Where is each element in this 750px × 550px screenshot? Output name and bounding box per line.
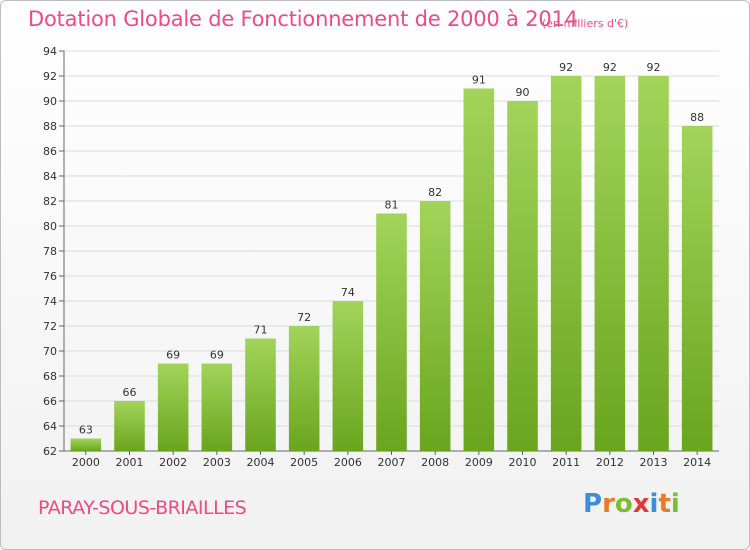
data-label: 88 [690, 111, 704, 124]
x-tick-label: 2014 [683, 456, 711, 469]
bar [70, 438, 102, 451]
x-tick-label: 2013 [640, 456, 668, 469]
logo-letter: P [583, 489, 603, 519]
logo-letter: x [632, 489, 650, 519]
y-tick-label: 90 [43, 95, 57, 108]
x-tick-label: 2006 [334, 456, 362, 469]
x-tick-label: 2007 [378, 456, 406, 469]
bars [70, 76, 713, 451]
y-tick-label: 66 [43, 395, 57, 408]
x-tick-label: 2003 [203, 456, 231, 469]
data-label: 69 [210, 349, 224, 362]
logo-letter: o [614, 489, 633, 519]
bar [550, 76, 582, 451]
chart-subtitle: (en milliers d'€) [542, 17, 629, 30]
x-tick-label: 2001 [116, 456, 144, 469]
bar [157, 363, 189, 451]
y-tick-label: 76 [43, 270, 57, 283]
bar [288, 326, 320, 451]
data-label: 91 [472, 74, 486, 87]
bar [376, 213, 407, 451]
data-label: 82 [428, 186, 442, 199]
y-tick-label: 68 [43, 370, 57, 383]
x-tick-label: 2000 [72, 456, 100, 469]
data-label: 92 [603, 61, 617, 74]
data-label: 71 [254, 324, 268, 337]
y-tick-label: 84 [43, 170, 57, 183]
y-tick-label: 88 [43, 120, 57, 133]
data-label: 66 [123, 386, 137, 399]
data-label: 69 [166, 349, 180, 362]
logo-letter: t [658, 489, 671, 519]
y-tick-label: 74 [43, 295, 57, 308]
bar [332, 301, 364, 451]
y-tick-label: 64 [43, 420, 57, 433]
x-tick-label: 2002 [159, 456, 187, 469]
x-tick-label: 2012 [596, 456, 624, 469]
bar [114, 401, 145, 451]
x-tick-label: 2004 [247, 456, 275, 469]
logo-letter: i [670, 489, 680, 519]
x-tick-label: 2005 [290, 456, 318, 469]
data-label: 63 [79, 424, 93, 437]
bar [245, 338, 276, 451]
bar [638, 76, 669, 451]
place-name: PARAY-SOUS-BRIAILLES [38, 497, 247, 519]
y-tick-label: 86 [43, 145, 57, 158]
y-tick-label: 62 [43, 445, 57, 458]
logo-letter: i [649, 489, 659, 519]
bar [463, 88, 495, 451]
proxiti-logo: Proxiti [583, 489, 680, 519]
x-tick-label: 2010 [509, 456, 537, 469]
logo-letter: r [602, 489, 615, 519]
y-tick-label: 92 [43, 70, 57, 83]
data-label: 92 [647, 61, 661, 74]
x-tick-label: 2011 [552, 456, 580, 469]
data-label: 72 [297, 311, 311, 324]
bar [507, 101, 538, 451]
y-tick-label: 80 [43, 220, 57, 233]
y-tick-label: 94 [43, 45, 57, 58]
bar [201, 363, 233, 451]
chart-title: Dotation Globale de Fonctionnement de 20… [28, 7, 578, 31]
x-tick-label: 2008 [421, 456, 449, 469]
bar [419, 201, 451, 451]
data-label: 92 [559, 61, 573, 74]
y-tick-label: 70 [43, 345, 57, 358]
data-labels: 63 66 69 69 71 72 74 81 82 91 90 92 92 92 88 [79, 61, 704, 437]
x-tick-label: 2009 [465, 456, 493, 469]
y-tick-label: 72 [43, 320, 57, 333]
y-tick-label: 82 [43, 195, 57, 208]
y-tick-label: 78 [43, 245, 57, 258]
bar [681, 126, 713, 451]
data-label: 74 [341, 286, 355, 299]
bar [594, 76, 626, 451]
data-label: 90 [516, 86, 530, 99]
data-label: 81 [385, 199, 399, 212]
